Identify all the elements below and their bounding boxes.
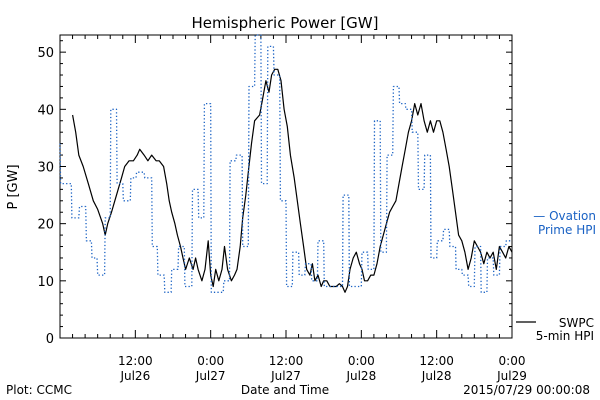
legend-ovation-line2: Prime HPI bbox=[538, 223, 596, 237]
x-tick-time-label: 12:00 bbox=[419, 354, 454, 368]
plot-frame bbox=[59, 34, 513, 339]
x-axis: 12:00Jul260:00Jul2712:00Jul270:00Jul2812… bbox=[72, 35, 527, 383]
x-tick-time-label: 0:00 bbox=[499, 354, 526, 368]
x-tick-date-label: Jul26 bbox=[119, 369, 150, 383]
y-tick-label: 30 bbox=[37, 160, 54, 175]
x-tick-time-label: 12:00 bbox=[269, 354, 304, 368]
x-tick-date-label: Jul28 bbox=[345, 369, 376, 383]
legend-swpc-line2: 5-min HPI bbox=[536, 329, 594, 343]
chart-title: Hemispheric Power [GW] bbox=[192, 14, 379, 32]
y-axis: 0 10 20 30 40 50 bbox=[37, 40, 512, 347]
x-tick-date-label: Jul27 bbox=[270, 369, 301, 383]
legend-ovation-line1: — Ovation bbox=[533, 209, 596, 223]
x-tick-date-label: Jul27 bbox=[195, 369, 226, 383]
y-tick-label: 0 bbox=[46, 332, 54, 347]
x-axis-label: Date and Time bbox=[241, 383, 329, 397]
plot-timestamp: 2015/07/29 00:00:08 bbox=[463, 383, 590, 397]
plot-credit: Plot: CCMC bbox=[6, 383, 72, 397]
y-tick-label: 20 bbox=[37, 218, 54, 233]
y-tick-label: 40 bbox=[37, 103, 54, 118]
x-tick-time-label: 0:00 bbox=[197, 354, 224, 368]
legend-swpc-line1: SWPC bbox=[559, 316, 594, 330]
x-tick-time-label: 12:00 bbox=[118, 354, 153, 368]
y-axis-label: P [GW] bbox=[6, 164, 21, 209]
x-tick-date-label: Jul29 bbox=[496, 369, 527, 383]
series-ovation-prime-hpi bbox=[59, 34, 512, 293]
series-layer bbox=[59, 34, 513, 293]
y-tick-label: 50 bbox=[37, 46, 54, 61]
y-tick-label: 10 bbox=[37, 275, 54, 290]
x-tick-date-label: Jul28 bbox=[421, 369, 452, 383]
x-tick-time-label: 0:00 bbox=[348, 354, 375, 368]
series-swpc-5min-hpi bbox=[72, 68, 513, 293]
